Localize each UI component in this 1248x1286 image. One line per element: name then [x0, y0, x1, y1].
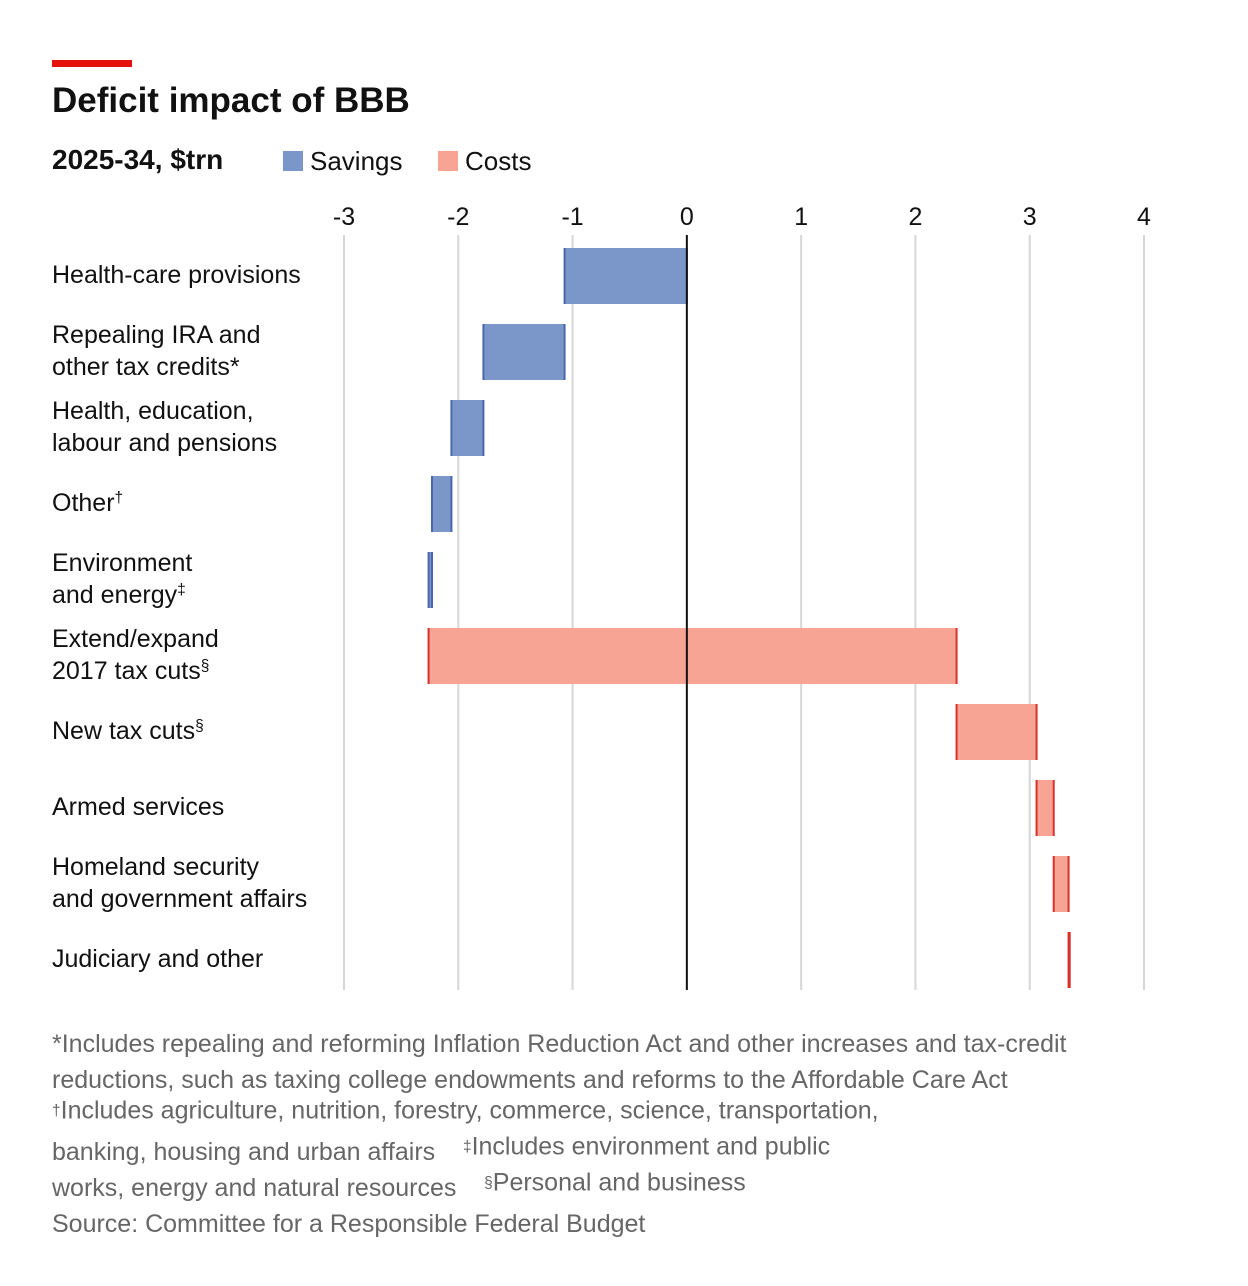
- category-label: Other†: [52, 489, 123, 517]
- bar: [956, 704, 1037, 760]
- category-label: 2017 tax cuts§: [52, 657, 209, 685]
- footnote: works, energy and natural resources §Per…: [51, 1168, 746, 1201]
- bar: [428, 552, 432, 608]
- x-tick-label: 1: [794, 203, 808, 231]
- footnote: reductions, such as taxing college endow…: [52, 1066, 1008, 1094]
- source: Source: Committee for a Responsible Fede…: [52, 1210, 645, 1238]
- bar: [428, 628, 957, 684]
- x-tick-label: -1: [561, 203, 583, 231]
- accent-bar: [52, 60, 132, 67]
- bar: [1036, 780, 1054, 836]
- category-label: Repealing IRA and: [52, 321, 260, 349]
- legend-label: Savings: [310, 146, 403, 176]
- category-label: and energy‡: [52, 581, 186, 609]
- bar: [451, 400, 484, 456]
- chart-title: Deficit impact of BBB: [52, 81, 410, 120]
- x-tick-label: 2: [908, 203, 922, 231]
- footnote: †Includes agriculture, nutrition, forest…: [52, 1096, 879, 1124]
- category-label: Homeland security: [52, 853, 260, 881]
- category-label: Extend/expand: [52, 625, 219, 653]
- x-tick-label: 3: [1023, 203, 1037, 231]
- category-label: New tax cuts§: [52, 717, 204, 745]
- x-tick-label: 4: [1137, 203, 1151, 231]
- legend-swatch: [283, 151, 303, 171]
- category-label: Health-care provisions: [52, 261, 301, 289]
- category-label: Judiciary and other: [52, 945, 263, 973]
- bar: [432, 476, 452, 532]
- bar: [1053, 856, 1069, 912]
- category-label: other tax credits*: [52, 353, 240, 381]
- legend-label: Costs: [465, 146, 531, 176]
- bar: [564, 248, 687, 304]
- category-label: labour and pensions: [52, 429, 277, 457]
- legend-swatch: [438, 151, 458, 171]
- category-label: and government affairs: [52, 885, 307, 913]
- category-label: Health, education,: [52, 397, 254, 425]
- chart-subtitle: 2025-34, $trn: [52, 144, 223, 175]
- x-tick-label: 0: [680, 203, 694, 231]
- x-tick-label: -3: [333, 203, 355, 231]
- bar: [483, 324, 565, 380]
- footnote: *Includes repealing and reforming Inflat…: [52, 1030, 1067, 1058]
- category-label: Armed services: [52, 793, 224, 821]
- category-label: Environment: [52, 549, 192, 577]
- x-tick-label: -2: [447, 203, 469, 231]
- footnote: banking, housing and urban affairs ‡Incl…: [52, 1132, 830, 1165]
